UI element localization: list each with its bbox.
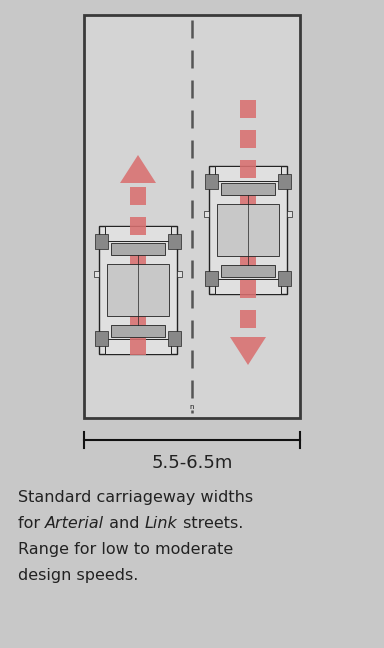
- Bar: [99, 226, 177, 354]
- Bar: [215, 279, 281, 294]
- Bar: [217, 204, 279, 255]
- Bar: [205, 174, 218, 189]
- Bar: [240, 250, 256, 268]
- Bar: [240, 100, 256, 118]
- Text: 5.5-6.5m: 5.5-6.5m: [151, 454, 233, 472]
- Bar: [105, 226, 171, 241]
- Bar: [94, 271, 99, 277]
- Text: Standard carriageway widths: Standard carriageway widths: [18, 490, 253, 505]
- Bar: [221, 264, 275, 277]
- Text: design speeds.: design speeds.: [18, 568, 138, 583]
- Bar: [177, 271, 182, 277]
- Bar: [209, 166, 287, 294]
- Bar: [111, 242, 165, 255]
- Text: and: and: [104, 516, 145, 531]
- Bar: [130, 187, 146, 205]
- Text: Range for low to moderate: Range for low to moderate: [18, 542, 233, 557]
- Polygon shape: [120, 155, 156, 183]
- Bar: [240, 130, 256, 148]
- Bar: [95, 234, 108, 249]
- Bar: [130, 337, 146, 355]
- Text: streets.: streets.: [178, 516, 243, 531]
- Bar: [95, 331, 108, 346]
- Bar: [130, 247, 146, 265]
- Bar: [240, 220, 256, 238]
- Text: for: for: [18, 516, 45, 531]
- Bar: [287, 211, 292, 217]
- Bar: [168, 234, 181, 249]
- Bar: [130, 307, 146, 325]
- Bar: [111, 325, 165, 338]
- Bar: [221, 183, 275, 196]
- Bar: [240, 190, 256, 208]
- Bar: [215, 166, 281, 181]
- Bar: [240, 160, 256, 178]
- Bar: [240, 310, 256, 328]
- Bar: [105, 339, 171, 354]
- Bar: [168, 331, 181, 346]
- Bar: [84, 15, 300, 418]
- Bar: [205, 271, 218, 286]
- Text: Arterial: Arterial: [45, 516, 104, 531]
- Bar: [204, 211, 209, 217]
- Bar: [278, 271, 291, 286]
- Bar: [107, 264, 169, 316]
- Bar: [130, 277, 146, 295]
- Polygon shape: [230, 337, 266, 365]
- Text: Link: Link: [145, 516, 178, 531]
- Bar: [130, 217, 146, 235]
- Bar: [240, 280, 256, 298]
- Bar: [278, 174, 291, 189]
- Text: n: n: [190, 404, 194, 410]
